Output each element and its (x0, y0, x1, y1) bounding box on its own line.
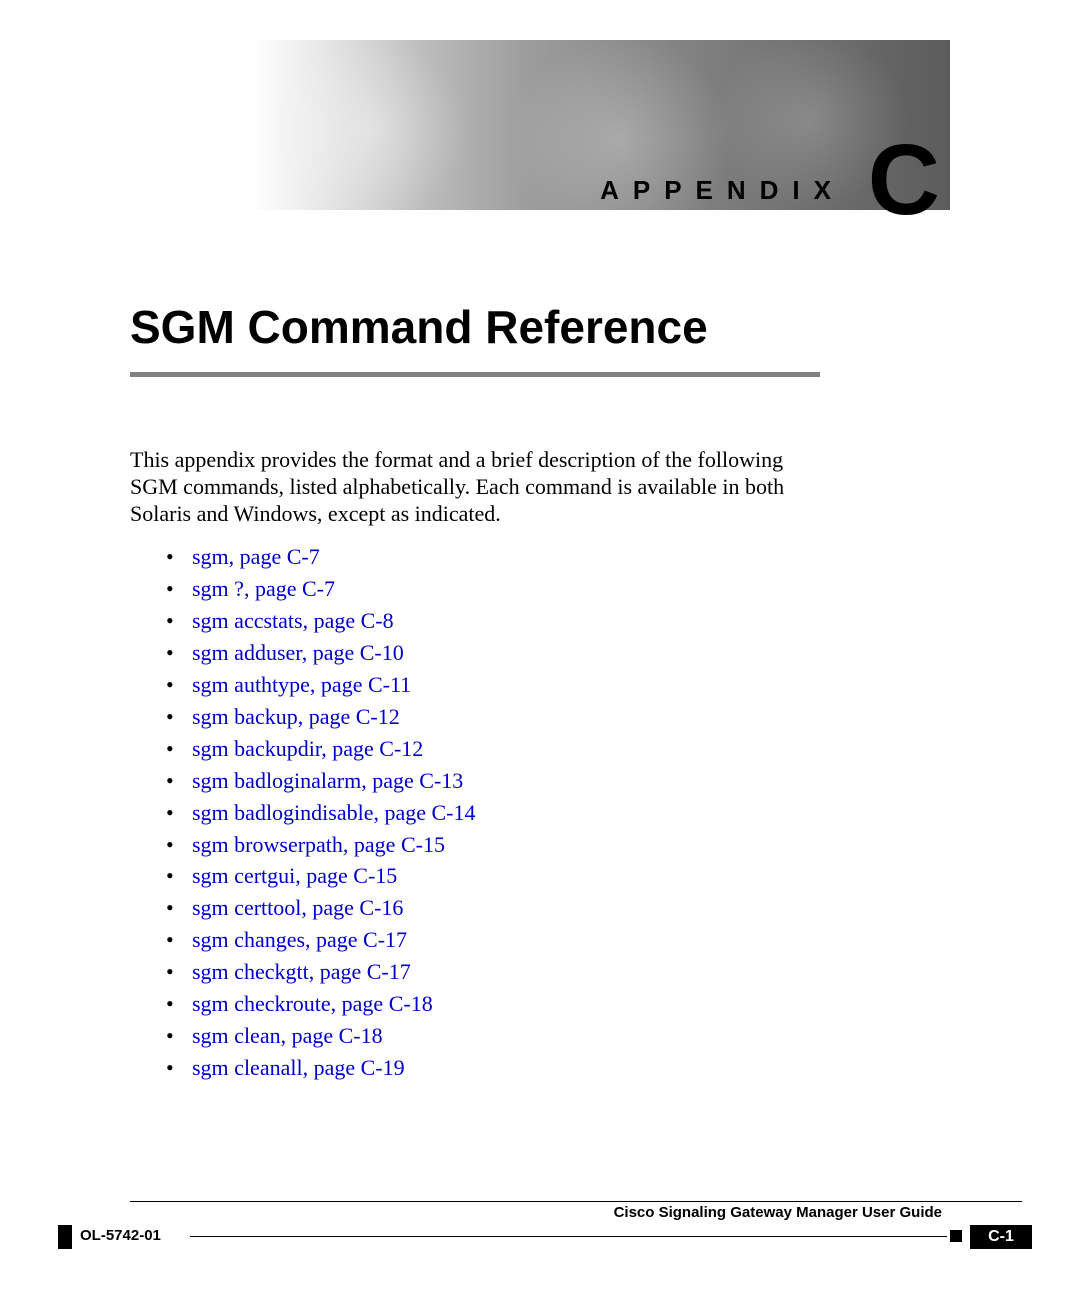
list-item: sgm backupdir, page C-12 (166, 733, 950, 765)
title-block: SGM Command Reference (130, 300, 950, 377)
command-link[interactable]: sgm clean, page C-18 (192, 1023, 383, 1048)
list-item: sgm certgui, page C-15 (166, 860, 950, 892)
command-link[interactable]: sgm, page C-7 (192, 544, 320, 569)
list-item: sgm changes, page C-17 (166, 924, 950, 956)
page-footer: Cisco Signaling Gateway Manager User Gui… (130, 1201, 1022, 1251)
list-item: sgm adduser, page C-10 (166, 637, 950, 669)
command-link[interactable]: sgm authtype, page C-11 (192, 672, 411, 697)
footer-mid-marker (950, 1230, 962, 1242)
command-link[interactable]: sgm accstats, page C-8 (192, 608, 394, 633)
command-link[interactable]: sgm ?, page C-7 (192, 576, 335, 601)
title-rule (130, 372, 820, 377)
footer-bottom-row: OL-5742-01 C-1 (130, 1225, 1022, 1249)
footer-mid-rule (190, 1236, 947, 1237)
list-item: sgm clean, page C-18 (166, 1020, 950, 1052)
list-item: sgm badlogindisable, page C-14 (166, 797, 950, 829)
intro-paragraph: This appendix provides the format and a … (130, 447, 830, 527)
list-item: sgm, page C-7 (166, 541, 950, 573)
footer-page-number: C-1 (970, 1225, 1032, 1249)
command-link[interactable]: sgm certgui, page C-15 (192, 863, 397, 888)
command-link[interactable]: sgm changes, page C-17 (192, 927, 407, 952)
list-item: sgm checkgtt, page C-17 (166, 956, 950, 988)
page-title: SGM Command Reference (130, 300, 950, 354)
command-link[interactable]: sgm adduser, page C-10 (192, 640, 404, 665)
list-item: sgm badloginalarm, page C-13 (166, 765, 950, 797)
command-link[interactable]: sgm cleanall, page C-19 (192, 1055, 405, 1080)
command-link[interactable]: sgm backupdir, page C-12 (192, 736, 423, 761)
command-link[interactable]: sgm certtool, page C-16 (192, 895, 403, 920)
command-link[interactable]: sgm checkgtt, page C-17 (192, 959, 411, 984)
command-link[interactable]: sgm checkroute, page C-18 (192, 991, 433, 1016)
command-list: sgm, page C-7 sgm ?, page C-7 sgm accsta… (130, 541, 950, 1083)
footer-left-marker (58, 1225, 72, 1249)
list-item: sgm cleanall, page C-19 (166, 1052, 950, 1084)
appendix-banner: APPENDIX C (250, 40, 950, 210)
page: APPENDIX C SGM Command Reference This ap… (0, 0, 1080, 1311)
list-item: sgm authtype, page C-11 (166, 669, 950, 701)
command-link[interactable]: sgm browserpath, page C-15 (192, 832, 445, 857)
appendix-label: APPENDIX (600, 175, 845, 206)
appendix-letter: C (868, 130, 940, 230)
list-item: sgm backup, page C-12 (166, 701, 950, 733)
list-item: sgm accstats, page C-8 (166, 605, 950, 637)
command-link[interactable]: sgm badlogindisable, page C-14 (192, 800, 476, 825)
list-item: sgm checkroute, page C-18 (166, 988, 950, 1020)
footer-rule (130, 1201, 1022, 1202)
list-item: sgm browserpath, page C-15 (166, 829, 950, 861)
command-link[interactable]: sgm badloginalarm, page C-13 (192, 768, 463, 793)
footer-doc-number: OL-5742-01 (80, 1227, 161, 1244)
list-item: sgm certtool, page C-16 (166, 892, 950, 924)
footer-guide-title: Cisco Signaling Gateway Manager User Gui… (130, 1204, 1022, 1221)
command-link[interactable]: sgm backup, page C-12 (192, 704, 400, 729)
list-item: sgm ?, page C-7 (166, 573, 950, 605)
